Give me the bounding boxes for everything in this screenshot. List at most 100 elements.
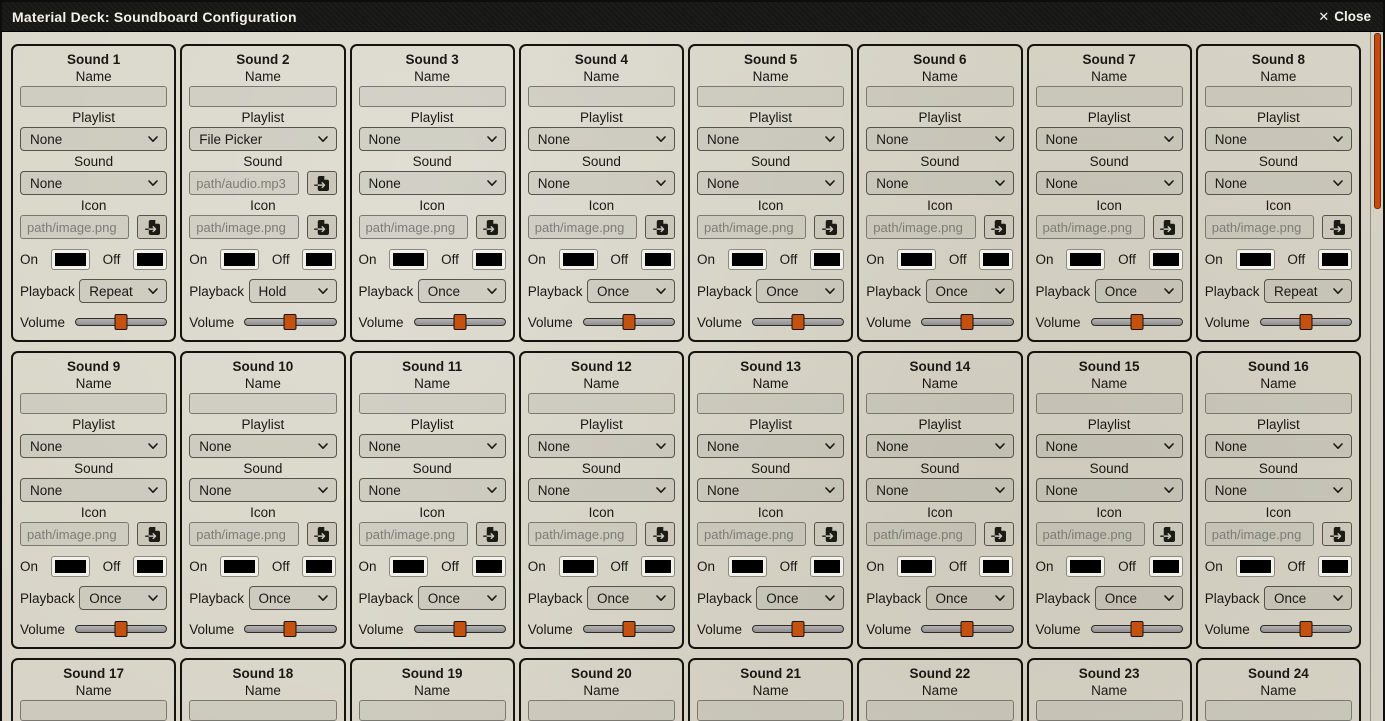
off-color-swatch[interactable]	[133, 556, 168, 577]
off-color-swatch[interactable]	[1148, 249, 1183, 270]
off-color-swatch[interactable]	[133, 249, 168, 270]
off-color-swatch[interactable]	[1317, 556, 1352, 577]
volume-slider-thumb[interactable]	[114, 314, 128, 330]
icon-path-input[interactable]	[866, 522, 976, 546]
sound-select[interactable]: None	[866, 171, 1014, 195]
playback-select[interactable]: Once	[1094, 586, 1183, 610]
playlist-select[interactable]: None	[1035, 434, 1183, 458]
name-input[interactable]	[1035, 86, 1183, 107]
playback-select[interactable]: Repeat	[79, 279, 168, 303]
icon-file-picker-button[interactable]	[983, 522, 1014, 546]
on-color-swatch[interactable]	[558, 249, 598, 270]
volume-slider-thumb[interactable]	[960, 621, 974, 637]
playback-select[interactable]: Once	[756, 279, 845, 303]
sound-select[interactable]: None	[527, 171, 675, 195]
name-input[interactable]	[20, 393, 168, 414]
icon-file-picker-button[interactable]	[983, 215, 1014, 239]
on-color-swatch[interactable]	[389, 556, 429, 577]
name-input[interactable]	[697, 86, 845, 107]
playlist-select[interactable]: None	[527, 434, 675, 458]
icon-path-input[interactable]	[1035, 215, 1145, 239]
icon-file-picker-button[interactable]	[1322, 522, 1352, 546]
playlist-select[interactable]: None	[866, 434, 1014, 458]
on-color-swatch[interactable]	[220, 249, 260, 270]
scrollbar-track[interactable]	[1370, 32, 1383, 721]
sound-select[interactable]: None	[1035, 478, 1183, 502]
name-input[interactable]	[358, 700, 506, 721]
playback-select[interactable]: Hold	[248, 279, 337, 303]
icon-path-input[interactable]	[358, 215, 468, 239]
icon-path-input[interactable]	[697, 215, 807, 239]
sound-path-input[interactable]	[189, 171, 299, 195]
playlist-select[interactable]: File Picker	[189, 127, 337, 151]
playlist-select[interactable]: None	[358, 127, 506, 151]
volume-slider[interactable]	[582, 620, 675, 638]
name-input[interactable]	[189, 700, 337, 721]
icon-file-picker-button[interactable]	[137, 522, 168, 546]
icon-file-picker-button[interactable]	[645, 215, 675, 239]
name-input[interactable]	[866, 86, 1014, 107]
playlist-select[interactable]: None	[697, 434, 845, 458]
off-color-swatch[interactable]	[471, 249, 506, 270]
icon-path-input[interactable]	[1204, 215, 1314, 239]
icon-path-input[interactable]	[527, 215, 637, 239]
playback-select[interactable]: Once	[925, 586, 1014, 610]
sound-select[interactable]: None	[697, 478, 845, 502]
on-color-swatch[interactable]	[727, 249, 767, 270]
name-input[interactable]	[189, 393, 337, 414]
on-color-swatch[interactable]	[1235, 249, 1275, 270]
icon-path-input[interactable]	[20, 522, 130, 546]
icon-file-picker-button[interactable]	[1322, 215, 1352, 239]
playlist-select[interactable]: None	[189, 434, 337, 458]
window-titlebar[interactable]: Material Deck: Soundboard Configuration …	[2, 2, 1383, 32]
playlist-select[interactable]: None	[358, 434, 506, 458]
volume-slider-thumb[interactable]	[622, 314, 636, 330]
playback-select[interactable]: Once	[417, 279, 506, 303]
volume-slider-thumb[interactable]	[622, 621, 636, 637]
playlist-select[interactable]: None	[20, 127, 168, 151]
volume-slider[interactable]	[1259, 313, 1352, 331]
sound-select[interactable]: None	[1204, 171, 1352, 195]
name-input[interactable]	[1204, 86, 1352, 107]
icon-file-picker-button[interactable]	[814, 215, 845, 239]
name-input[interactable]	[527, 700, 675, 721]
off-color-swatch[interactable]	[302, 249, 337, 270]
on-color-swatch[interactable]	[1066, 556, 1106, 577]
volume-slider-thumb[interactable]	[1299, 621, 1313, 637]
on-color-swatch[interactable]	[50, 249, 90, 270]
sound-select[interactable]: None	[20, 171, 168, 195]
playlist-select[interactable]: None	[20, 434, 168, 458]
volume-slider-thumb[interactable]	[283, 621, 297, 637]
icon-file-picker-button[interactable]	[814, 522, 845, 546]
sound-select[interactable]: None	[697, 171, 845, 195]
volume-slider[interactable]	[244, 620, 337, 638]
icon-path-input[interactable]	[20, 215, 130, 239]
on-color-swatch[interactable]	[1235, 556, 1275, 577]
off-color-swatch[interactable]	[640, 556, 675, 577]
volume-slider[interactable]	[582, 313, 675, 331]
sound-select[interactable]: None	[189, 478, 337, 502]
name-input[interactable]	[527, 393, 675, 414]
volume-slider[interactable]	[921, 620, 1014, 638]
on-color-swatch[interactable]	[558, 556, 598, 577]
on-color-swatch[interactable]	[897, 556, 937, 577]
name-input[interactable]	[866, 700, 1014, 721]
on-color-swatch[interactable]	[1066, 249, 1106, 270]
sound-select[interactable]: None	[866, 478, 1014, 502]
off-color-swatch[interactable]	[1148, 556, 1183, 577]
off-color-swatch[interactable]	[979, 249, 1014, 270]
on-color-swatch[interactable]	[50, 556, 90, 577]
playback-select[interactable]: Once	[587, 586, 675, 610]
scrollbar-thumb[interactable]	[1374, 33, 1381, 209]
on-color-swatch[interactable]	[220, 556, 260, 577]
volume-slider-thumb[interactable]	[1130, 621, 1144, 637]
name-input[interactable]	[866, 393, 1014, 414]
off-color-swatch[interactable]	[302, 556, 337, 577]
playlist-select[interactable]: None	[527, 127, 675, 151]
playback-select[interactable]: Once	[417, 586, 506, 610]
off-color-swatch[interactable]	[810, 556, 845, 577]
name-input[interactable]	[20, 700, 168, 721]
volume-slider[interactable]	[75, 313, 168, 331]
icon-file-picker-button[interactable]	[1152, 215, 1183, 239]
playback-select[interactable]: Once	[79, 586, 168, 610]
